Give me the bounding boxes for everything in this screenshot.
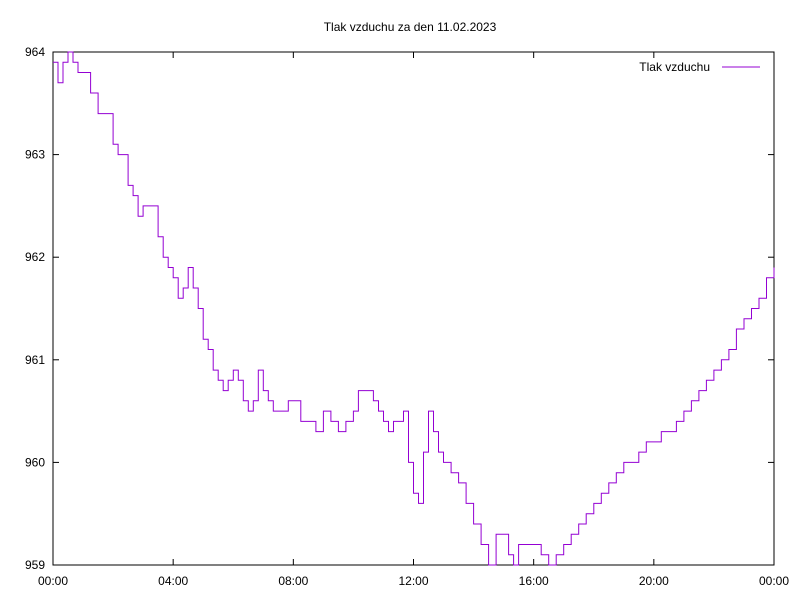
- axis-ticks: [52, 51, 775, 566]
- legend: Tlak vzduchu: [639, 60, 760, 74]
- y-tick-label: 964: [25, 45, 45, 59]
- x-tick-label: 20:00: [639, 574, 669, 588]
- y-tick-label: 960: [25, 455, 45, 469]
- x-tick-label: 04:00: [158, 574, 188, 588]
- y-tick-label: 959: [25, 558, 45, 572]
- x-tick-label: 00:00: [38, 574, 68, 588]
- axis-tick-labels: 959 960 961 962 963 964 00:00 04:00 08:00 12:00 16…: [25, 45, 789, 588]
- x-tick-label: 00:00: [759, 574, 789, 588]
- x-tick-label: 16:00: [519, 574, 549, 588]
- y-tick-label: 961: [25, 353, 45, 367]
- series-line-tlak-vzduchu: [53, 51, 775, 566]
- x-tick-label: 08:00: [278, 574, 308, 588]
- x-tick-label: 12:00: [398, 574, 428, 588]
- y-tick-label: 963: [25, 148, 45, 162]
- legend-label: Tlak vzduchu: [639, 60, 710, 74]
- y-tick-label: 962: [25, 250, 45, 264]
- chart-title: Tlak vzduchu za den 11.02.2023: [324, 20, 497, 34]
